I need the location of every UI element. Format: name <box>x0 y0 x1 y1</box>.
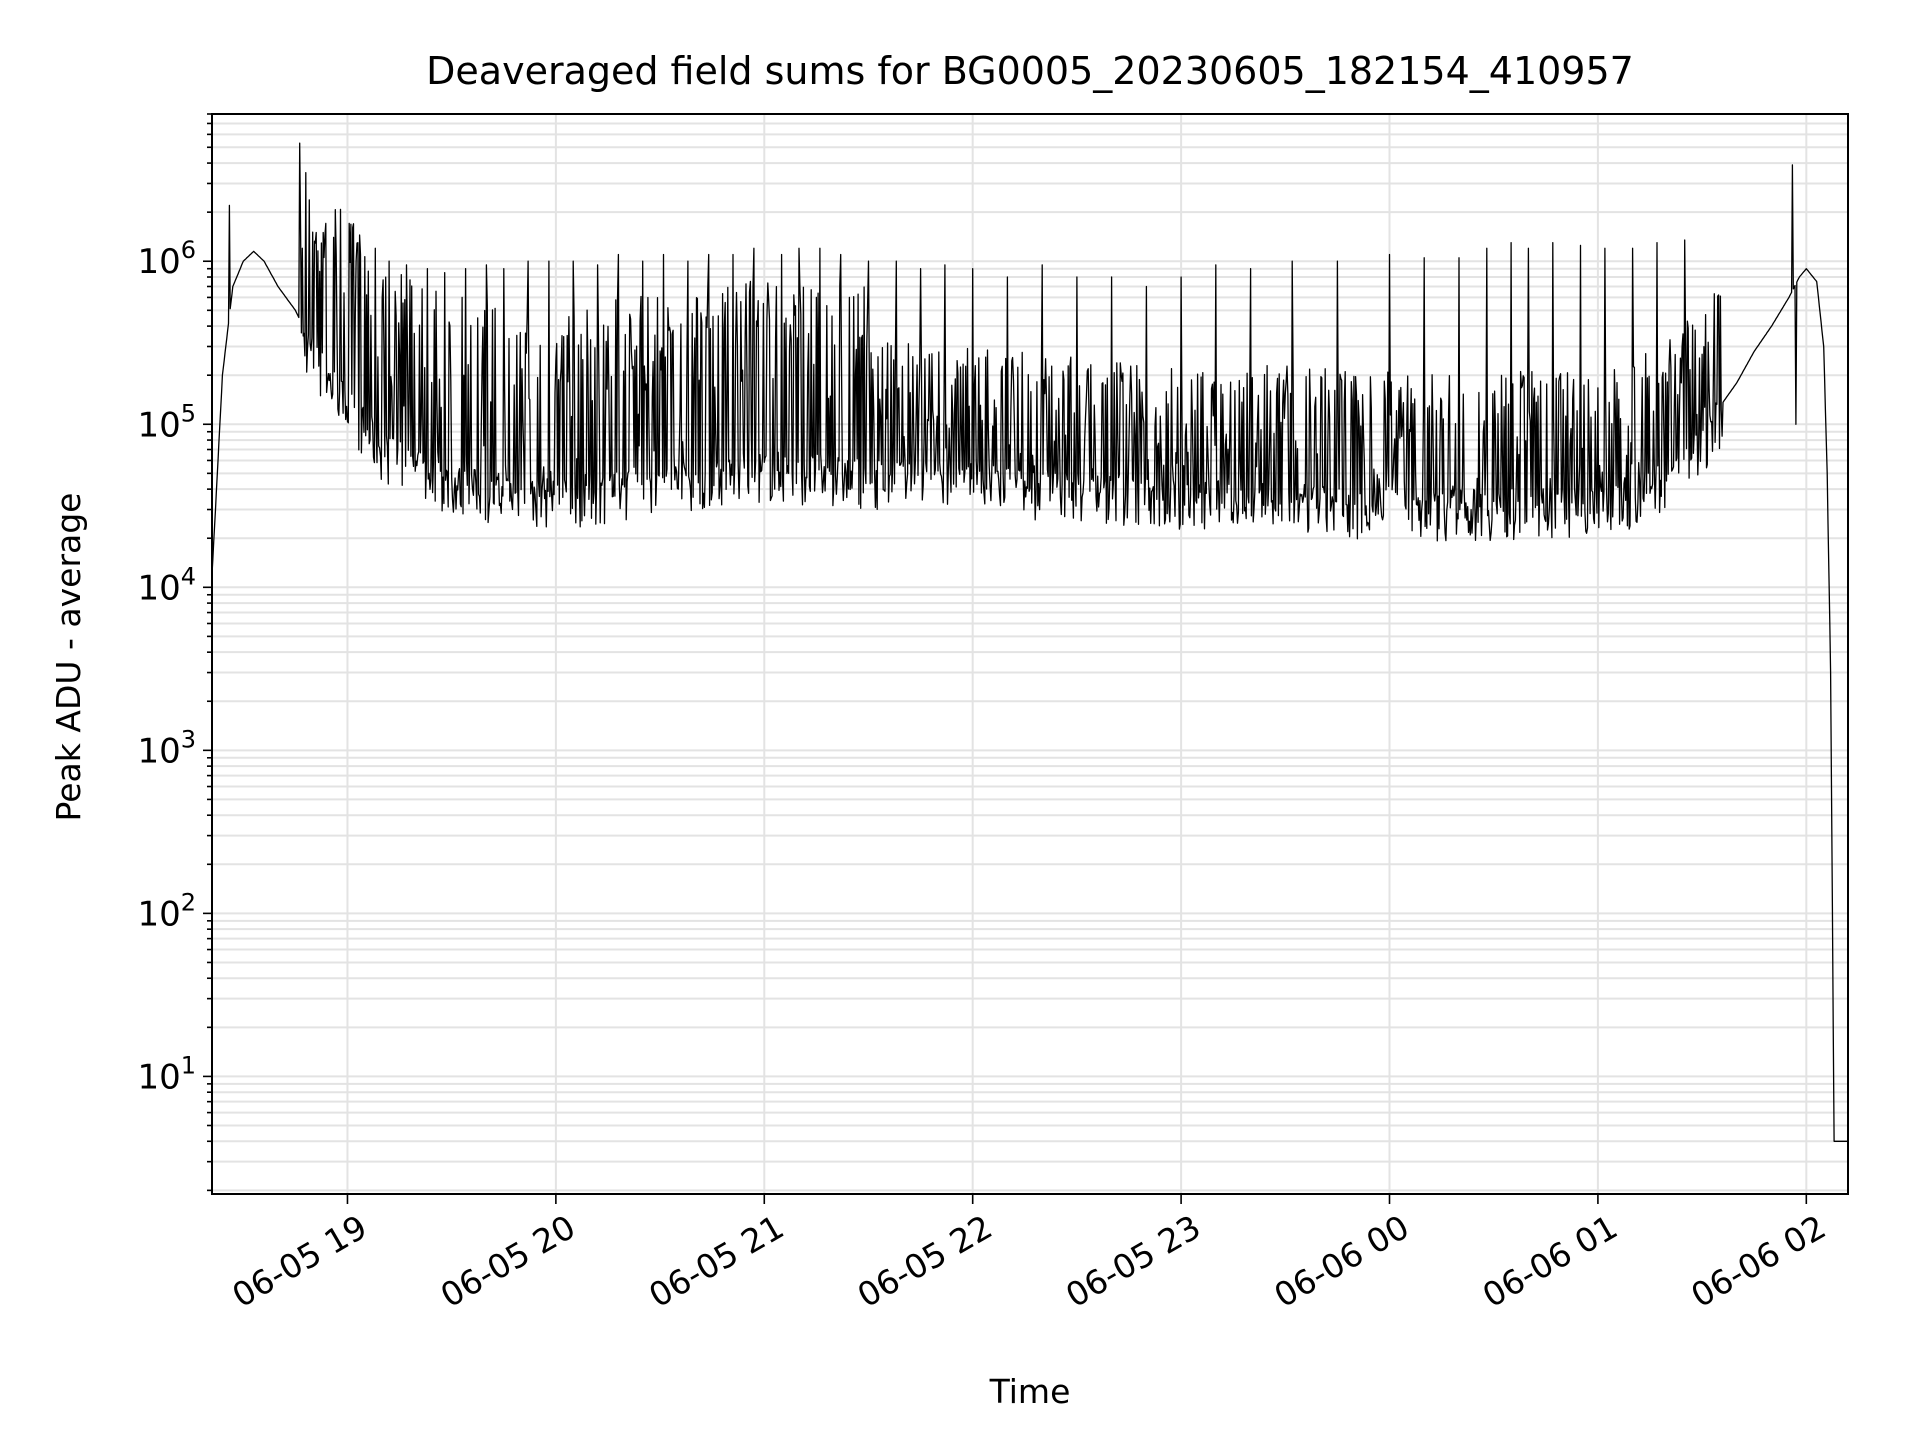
series-group <box>211 142 1848 1142</box>
chart-title: Deaveraged field sums for BG0005_2023060… <box>426 49 1634 93</box>
y-tick-label: 102 <box>137 888 196 934</box>
grid <box>212 113 1848 1194</box>
y-tick-label-exponent: 3 <box>181 725 196 753</box>
x-tick-label: 06-05 22 <box>851 1207 999 1315</box>
y-tick-label-base: 10 <box>137 894 180 934</box>
y-tick-label: 105 <box>137 399 196 445</box>
x-axis-label: Time <box>989 1372 1071 1411</box>
series-line <box>211 142 1848 1142</box>
plot-area-frame <box>211 113 1849 1195</box>
y-tick-label: 103 <box>137 725 196 771</box>
y-tick-label-exponent: 5 <box>181 399 196 427</box>
y-tick-label-exponent: 4 <box>181 562 196 590</box>
y-tick-label-base: 10 <box>137 568 180 608</box>
x-tick-label: 06-05 23 <box>1059 1207 1207 1315</box>
y-tick-label: 104 <box>137 562 196 608</box>
x-tick-label: 06-06 00 <box>1268 1207 1416 1315</box>
x-tick-label: 06-05 19 <box>225 1207 373 1315</box>
x-tick-label: 06-06 02 <box>1684 1207 1832 1315</box>
y-tick-label-base: 10 <box>137 242 180 282</box>
x-tick-label: 06-05 20 <box>434 1207 582 1315</box>
x-tick-label: 06-06 01 <box>1476 1207 1624 1315</box>
y-tick-label-exponent: 2 <box>181 888 196 916</box>
y-tick-label-exponent: 1 <box>181 1051 196 1079</box>
y-tick-label-base: 10 <box>137 1057 180 1097</box>
y-tick-label-base: 10 <box>137 731 180 771</box>
y-axis-label: Peak ADU - average <box>49 493 88 822</box>
x-tick-label: 06-05 21 <box>642 1207 790 1315</box>
y-tick-label: 101 <box>137 1051 196 1097</box>
y-tick-label: 106 <box>137 236 196 282</box>
x-axis-ticks: 06-05 19 06-05 20 06-05 21 06-05 22 06-05 23… <box>225 1194 1832 1315</box>
y-tick-label-base: 10 <box>137 405 180 445</box>
y-tick-label-exponent: 6 <box>181 236 196 264</box>
